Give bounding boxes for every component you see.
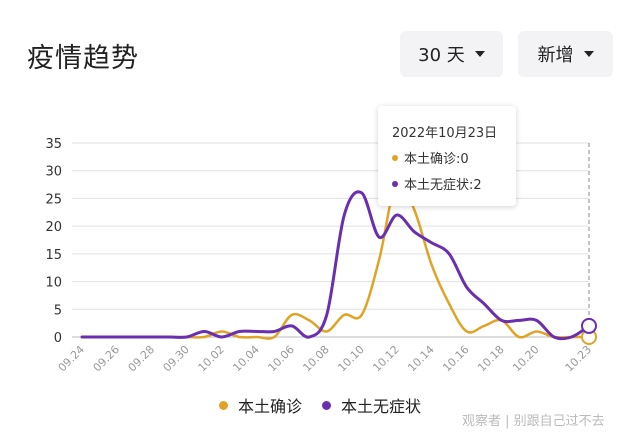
confirmed-legend-dot-icon [218, 400, 228, 410]
x-tick-label: 10.02 [196, 343, 227, 374]
x-tick-label: 10.20 [510, 343, 541, 374]
legend-label-confirmed: 本土确诊 [237, 397, 302, 416]
tooltip-row-confirmed: 本土确诊:0 [392, 148, 469, 167]
x-tick-label: 09.30 [161, 343, 192, 374]
tooltip-row-asymptomatic: 本土无症状:2 [392, 174, 482, 193]
caret-down-icon [583, 51, 594, 57]
y-tick-label: 0 [54, 331, 62, 346]
y-tick-label: 5 [54, 303, 62, 318]
x-tick-label: 10.18 [475, 343, 506, 374]
legend-label-asymptomatic: 本土无症状 [341, 397, 422, 416]
confirmed-dot-icon [392, 154, 398, 161]
x-tick-label: 10.06 [265, 343, 296, 374]
range-dropdown-label: 30 天 [418, 45, 465, 66]
asymptomatic-dot-icon [392, 180, 398, 187]
tooltip-asymptomatic-label: 本土无症状:2 [404, 178, 482, 193]
x-tick-label: 10.12 [370, 343, 401, 374]
legend-item-asymptomatic[interactable]: 本土无症状 [322, 393, 421, 417]
legend-item-confirmed[interactable]: 本土确诊 [218, 393, 302, 417]
mode-dropdown-label: 新增 [537, 45, 574, 66]
watermark: 观察者 | 别跟自己过不去 [462, 414, 605, 429]
page-title: 疫情趋势 [27, 43, 139, 74]
caret-down-icon [474, 51, 485, 57]
y-tick-label: 25 [45, 192, 62, 207]
x-tick-label: 10.23 [563, 343, 594, 374]
x-tick-label: 10.10 [335, 343, 366, 374]
y-tick-label: 30 [45, 165, 62, 180]
x-tick-label: 10.04 [230, 343, 261, 374]
chart-tooltip: 2022年10月23日 本土确诊:0 本土无症状:2 [378, 106, 516, 206]
asymptomatic-legend-dot-icon [322, 400, 331, 410]
x-tick-label: 10.16 [440, 343, 471, 374]
x-tick-label: 09.24 [56, 343, 87, 374]
range-dropdown[interactable]: 30 天 [400, 31, 503, 77]
tooltip-date: 2022年10月23日 [392, 126, 498, 141]
tooltip-confirmed-label: 本土确诊:0 [404, 152, 469, 167]
x-tick-label: 09.26 [91, 343, 122, 374]
series-line-asymptomatic [80, 190, 591, 341]
y-tick-label: 10 [45, 276, 62, 291]
mode-dropdown[interactable]: 新增 [518, 31, 613, 77]
x-tick-label: 10.08 [300, 343, 331, 374]
point-marker-asymptomatic [581, 317, 597, 334]
y-tick-label: 35 [45, 137, 62, 152]
y-tick-label: 20 [45, 220, 62, 235]
x-tick-label: 09.28 [126, 343, 157, 374]
y-tick-label: 15 [45, 248, 62, 263]
x-tick-label: 10.14 [405, 343, 436, 374]
chart-legend: 本土确诊 本土无症状 [0, 393, 640, 417]
